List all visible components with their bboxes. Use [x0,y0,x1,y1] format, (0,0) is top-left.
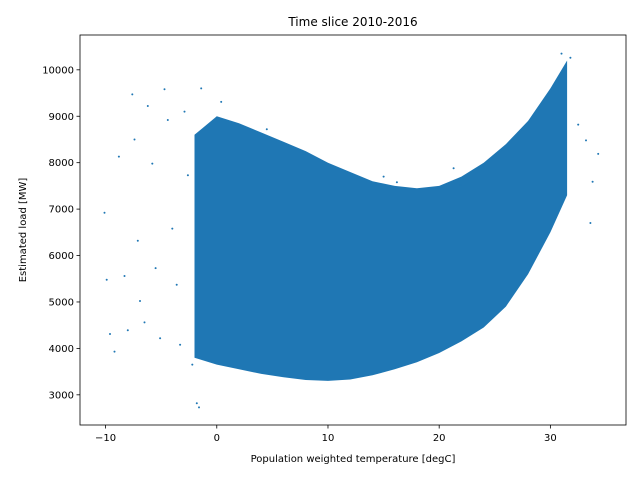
scatter-point [151,162,154,165]
x-axis-ticks: −10 0 10 20 30 [95,425,557,444]
scatter-point [136,239,139,242]
scatter-point [123,275,126,277]
scatter-point [103,211,106,214]
scatter-point [117,155,120,158]
scatter-point [382,175,385,178]
dense-scatter-cloud [194,60,568,381]
y-tick-label: 10000 [42,65,74,76]
scatter-point [395,181,398,184]
chart-title: Time slice 2010-2016 [287,15,417,29]
y-tick-label: 3000 [49,390,74,401]
scatter-point [113,350,116,353]
scatter-point [560,52,563,55]
scatter-point [171,227,174,230]
y-tick-label: 7000 [49,205,74,216]
scatter-point [191,363,194,366]
scatter-point [589,222,592,224]
scatter-point [175,283,178,286]
scatter-point [195,402,198,405]
x-tick-label: 0 [214,433,220,444]
scatter-point [154,267,157,270]
scatter-point [146,105,149,107]
scatter-point [569,56,572,59]
y-axis-label: Estimated load [MW] [18,178,29,283]
scatter-point [577,123,580,126]
scatter-point [183,110,186,113]
scatter-point [265,128,268,131]
scatter-point [200,87,203,90]
y-tick-label: 9000 [49,112,74,123]
x-tick-label: 20 [433,433,446,444]
scatter-point [133,138,136,141]
scatter-point [105,278,108,281]
scatter-point [585,139,587,142]
scatter-point [591,180,594,183]
y-tick-label: 4000 [49,344,74,355]
scatter-point [166,119,169,121]
y-tick-label: 5000 [49,297,74,308]
plot-area [103,52,600,409]
scatter-point [143,321,146,324]
scatter-point [220,100,223,103]
scatter-point [163,88,166,91]
y-axis-ticks: 3000 4000 5000 6000 7000 8000 9000 10000 [42,65,80,401]
scatter-point [139,300,141,302]
scatter-point [159,337,162,340]
scatter-point [109,333,111,335]
y-tick-label: 6000 [49,251,74,262]
x-axis-label: Population weighted temperature [degC] [251,454,456,465]
scatter-point [179,343,182,346]
x-tick-label: −10 [95,433,116,444]
scatter-point [126,329,129,332]
y-tick-label: 8000 [49,158,74,169]
x-tick-label: 10 [322,433,335,444]
scatter-point [186,174,189,177]
scatter-point [459,184,462,186]
x-tick-label: 30 [544,433,557,444]
scatter-point [198,406,200,409]
scatter-point [452,167,455,170]
plot-frame [79,34,627,426]
scatter-point [131,93,134,96]
scatter-point [597,152,600,155]
scatter-points [103,52,600,409]
